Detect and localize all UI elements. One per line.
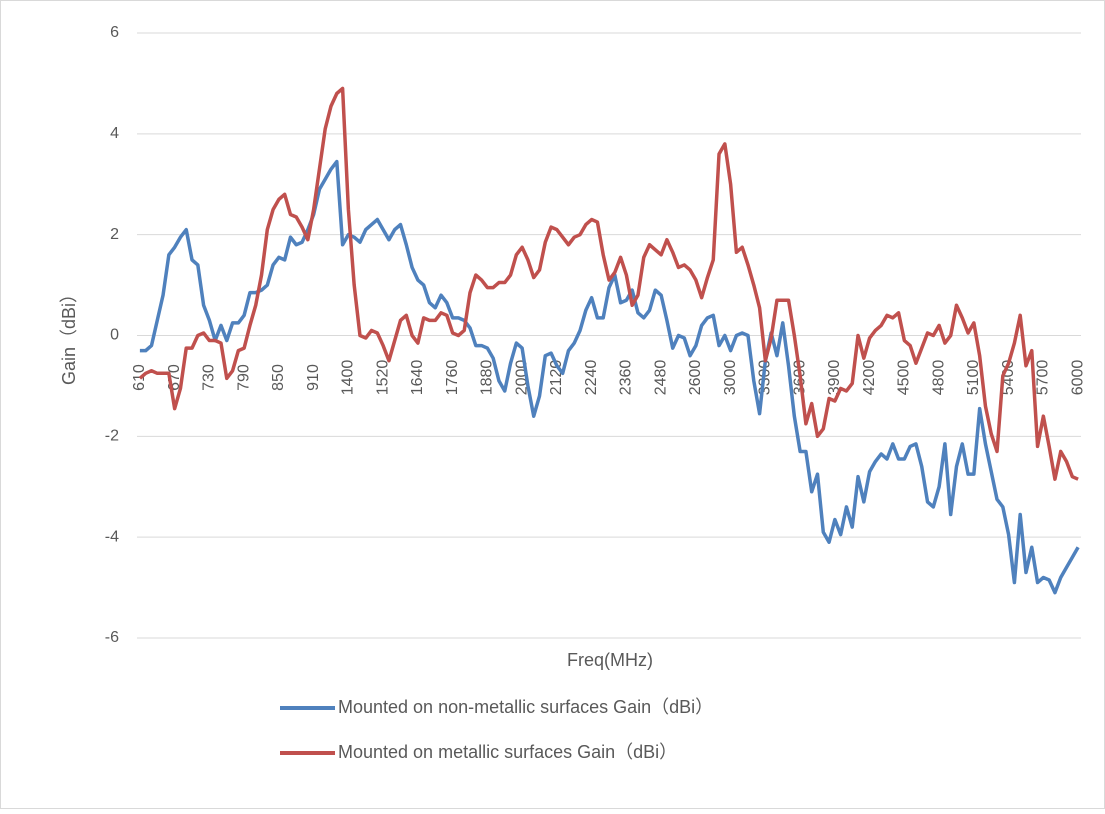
x-tick-label: 2240: [583, 360, 600, 396]
x-tick-label: 2360: [618, 360, 635, 396]
x-tick-label: 2480: [652, 360, 669, 396]
legend-label: Mounted on metallic surfaces Gain（dBi）: [338, 742, 677, 762]
x-tick-label: 4800: [930, 360, 947, 396]
y-axis-label: Gain（dBi）: [59, 285, 79, 385]
y-tick-label: -2: [105, 428, 119, 445]
x-tick-label: 790: [235, 364, 252, 391]
x-axis-label: Freq(MHz): [567, 650, 653, 670]
y-tick-label: -6: [105, 629, 119, 646]
x-tick-label: 5100: [965, 360, 982, 396]
x-tick-label: 910: [305, 364, 322, 391]
x-tick-label: 730: [201, 364, 218, 391]
x-tick-label: 6000: [1069, 360, 1086, 396]
x-tick-label: 2600: [687, 360, 704, 396]
series-line: [139, 159, 1080, 595]
y-tick-label: 2: [110, 226, 119, 243]
y-tick-label: 6: [110, 24, 119, 41]
x-tick-label: 1880: [479, 360, 496, 396]
x-tick-label: 1640: [409, 360, 426, 396]
y-tick-label: 0: [110, 327, 119, 344]
x-tick-label: 1520: [374, 360, 391, 396]
x-tick-label: 1400: [340, 360, 357, 396]
x-tick-label: 4500: [896, 360, 913, 396]
x-tick-label: 1760: [444, 360, 461, 396]
x-tick-label: 3000: [722, 360, 739, 396]
x-tick-label: 3900: [826, 360, 843, 396]
x-tick-label: 4200: [861, 360, 878, 396]
y-tick-label: -4: [105, 528, 119, 545]
x-tick-label: 850: [270, 364, 287, 391]
series-line: [138, 86, 1079, 481]
legend-label: Mounted on non-metallic surfaces Gain（dB…: [338, 697, 713, 717]
x-tick-label: 5700: [1035, 360, 1052, 396]
x-tick-label: 5400: [1000, 360, 1017, 396]
y-tick-label: 4: [110, 125, 119, 142]
